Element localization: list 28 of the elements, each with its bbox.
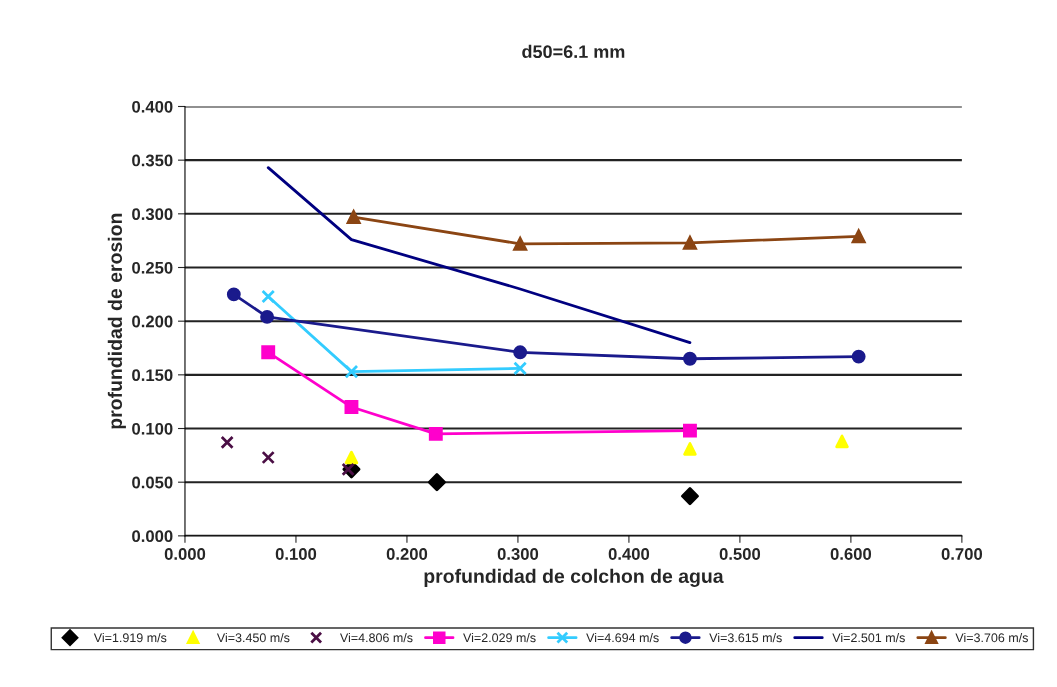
legend-label: Vi=2.029 m/s — [463, 632, 536, 643]
y-tick-label: 0.250 — [132, 261, 173, 274]
x-tick-label: 0.400 — [608, 548, 650, 560]
legend-label: Vi=2.501 m/s — [832, 632, 905, 643]
legend-label: Vi=4.694 m/s — [586, 632, 659, 643]
y-tick-label: 0.050 — [132, 476, 173, 489]
x-tick-label: 0.500 — [719, 548, 761, 560]
x-tick-label: 0.100 — [275, 548, 317, 560]
legend-label: Vi=3.706 m/s — [955, 632, 1028, 643]
x-axis-title: profundidad de colchon de agua — [424, 568, 724, 587]
x-tick-label: 0.200 — [386, 548, 428, 560]
y-tick-label: 0.400 — [132, 100, 173, 113]
x-tick-label: 0.000 — [164, 548, 206, 560]
y-tick-label: 0.000 — [132, 530, 173, 543]
y-tick-label: 0.350 — [132, 154, 173, 167]
chart-title: d50=6.1 mm — [522, 44, 625, 59]
y-tick-label: 0.150 — [132, 369, 173, 382]
x-tick-label: 0.300 — [497, 548, 539, 560]
x-tick-label: 0.600 — [830, 548, 872, 560]
legend-label: Vi=4.806 m/s — [339, 632, 413, 643]
y-tick-label: 0.100 — [132, 422, 173, 435]
y-tick-label: 0.200 — [132, 315, 173, 328]
y-tick-label: 0.300 — [132, 208, 173, 221]
legend-label: Vi=3.450 m/s — [216, 632, 290, 643]
x-tick-label: 0.700 — [941, 548, 983, 560]
legend-label: Vi=1.919 m/s — [93, 632, 167, 643]
legend-label: Vi=3.615 m/s — [709, 632, 782, 643]
y-axis-title: profundidad de erosion — [107, 213, 126, 429]
